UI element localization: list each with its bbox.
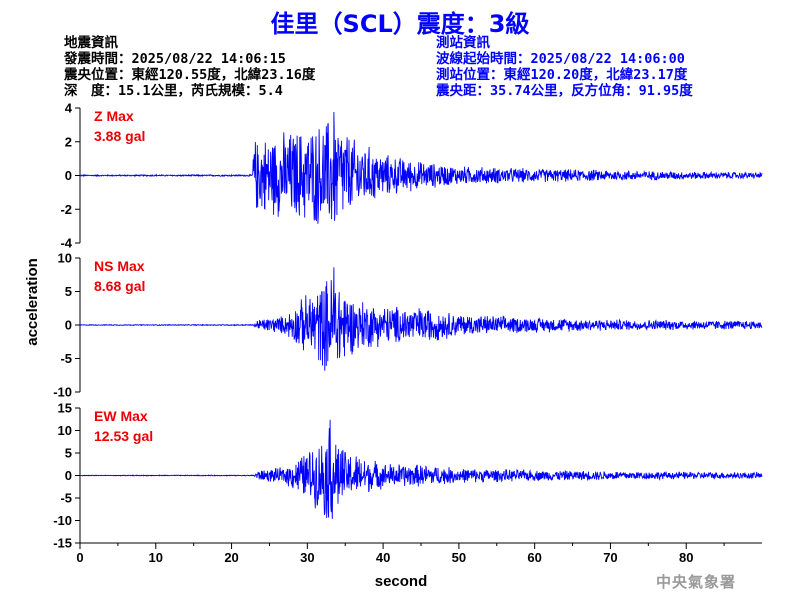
waveform-trace-ns [79, 267, 763, 371]
x-tick-label: 70 [603, 550, 617, 565]
y-tick-label-ew: 5 [65, 446, 72, 461]
x-tick-label: 0 [76, 550, 83, 565]
depth-magnitude-text: 深 度：15.1公里，芮氏規模：5.4 [64, 83, 283, 99]
agency-watermark: 中央氣象署 [656, 573, 737, 591]
max-label-z: Z Max [94, 108, 134, 124]
x-tick-label: 80 [679, 550, 693, 565]
waveform-trace-z [79, 111, 763, 224]
y-tick-label-ew: -5 [60, 491, 72, 506]
max-label-ew: EW Max [94, 408, 148, 424]
station-info-block: 測站資訊 波線起始時間：2025/08/22 14:06:00 測站位置：東經1… [436, 35, 693, 99]
wave-start-text: 波線起始時間：2025/08/22 14:06:00 [436, 51, 685, 67]
y-tick-label-z: 2 [65, 134, 72, 149]
y-tick-label-z: -4 [60, 236, 72, 251]
y-tick-label-ew: -10 [53, 513, 72, 528]
y-axis-title: acceleration [24, 258, 41, 346]
y-tick-label-z: 4 [65, 101, 73, 116]
y-tick-label-ew: 10 [58, 423, 72, 438]
quake-info-block: 地震資訊 發震時間：2025/08/22 14:06:15 震央位置：東經120… [64, 35, 315, 99]
max-value-ew: 12.53 gal [94, 428, 153, 444]
distance-azimuth-text: 震央距：35.74公里，反方位角：91.95度 [436, 83, 693, 99]
x-tick-label: 60 [527, 550, 541, 565]
max-value-ns: 8.68 gal [94, 278, 145, 294]
x-tick-label: 30 [300, 550, 314, 565]
y-tick-label-ew: -15 [53, 536, 72, 551]
y-tick-label-ns: -10 [53, 385, 72, 400]
y-tick-label-ew: 0 [65, 468, 72, 483]
epicenter-text: 震央位置：東經120.55度，北緯23.16度 [64, 67, 316, 83]
x-tick-label: 10 [149, 550, 163, 565]
origin-time-text: 發震時間：2025/08/22 14:06:15 [64, 51, 286, 67]
x-axis-title: second [375, 573, 428, 590]
x-tick-label: 40 [376, 550, 390, 565]
max-label-ns: NS Max [94, 258, 145, 274]
y-tick-label-ns: 5 [65, 284, 72, 299]
y-tick-label-z: 0 [65, 168, 72, 183]
y-tick-label-ew: 15 [58, 401, 72, 416]
y-tick-label-ns: -5 [60, 351, 72, 366]
y-tick-label-ns: 0 [65, 318, 72, 333]
max-value-z: 3.88 gal [94, 128, 145, 144]
y-tick-label-ns: 10 [58, 251, 72, 266]
quake-info-heading: 地震資訊 [64, 35, 118, 51]
x-tick-label: 50 [452, 550, 466, 565]
station-location-text: 測站位置：東經120.20度，北緯23.17度 [436, 67, 688, 83]
x-tick-label: 20 [224, 550, 238, 565]
y-tick-label-z: -2 [60, 202, 72, 217]
page-title: 佳里（SCL）震度：3級 [270, 10, 530, 38]
station-info-heading: 測站資訊 [436, 35, 490, 51]
waveform-trace-ew [79, 419, 763, 519]
